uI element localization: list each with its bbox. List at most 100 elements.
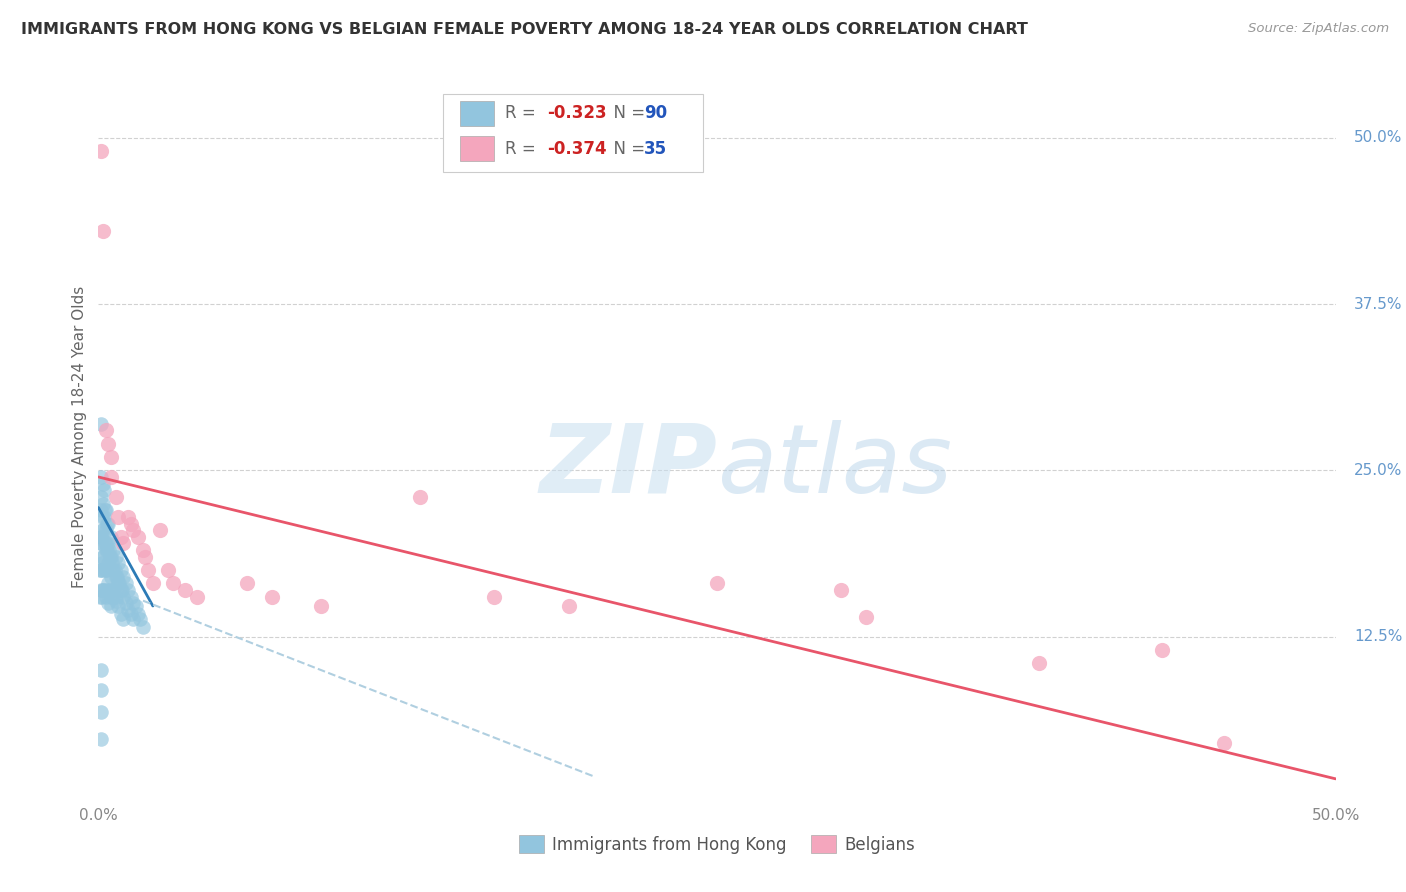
- Point: [90, 682, 112, 697]
- Point: [94, 503, 117, 517]
- Point: [103, 582, 125, 597]
- Point: [114, 596, 136, 610]
- Point: [156, 563, 179, 577]
- Text: 50.0%: 50.0%: [1354, 130, 1402, 145]
- Point: [104, 549, 127, 564]
- Text: -0.374: -0.374: [547, 140, 606, 158]
- Point: [104, 490, 127, 504]
- Point: [97, 596, 120, 610]
- Point: [97, 582, 120, 597]
- Point: [134, 549, 156, 564]
- Point: [104, 570, 127, 584]
- Point: [122, 523, 145, 537]
- Point: [93, 476, 115, 491]
- Point: [89, 563, 111, 577]
- Point: [93, 582, 115, 597]
- Point: [100, 470, 122, 484]
- Point: [97, 436, 120, 450]
- Point: [93, 503, 115, 517]
- Point: [120, 607, 142, 621]
- Point: [96, 516, 118, 531]
- Point: [93, 536, 115, 550]
- Point: [100, 570, 122, 584]
- Text: Source: ZipAtlas.com: Source: ZipAtlas.com: [1249, 22, 1389, 36]
- Point: [110, 582, 132, 597]
- Point: [236, 576, 259, 591]
- Point: [136, 563, 159, 577]
- Point: [91, 523, 114, 537]
- Point: [96, 536, 118, 550]
- Text: N =: N =: [603, 140, 651, 158]
- Point: [149, 523, 172, 537]
- Point: [112, 570, 135, 584]
- Point: [112, 612, 135, 626]
- Point: [90, 563, 112, 577]
- Point: [1213, 736, 1236, 750]
- Legend: Immigrants from Hong Kong, Belgians: Immigrants from Hong Kong, Belgians: [512, 829, 922, 860]
- Point: [107, 599, 129, 613]
- Point: [104, 590, 127, 604]
- Point: [132, 543, 155, 558]
- Point: [93, 224, 115, 238]
- Point: [117, 603, 139, 617]
- Point: [112, 536, 135, 550]
- Point: [93, 497, 115, 511]
- Point: [94, 590, 117, 604]
- Point: [127, 607, 149, 621]
- Point: [309, 599, 332, 613]
- Point: [105, 570, 128, 584]
- Point: [108, 576, 131, 591]
- Text: 37.5%: 37.5%: [1354, 297, 1402, 311]
- Point: [132, 620, 155, 634]
- Point: [122, 612, 145, 626]
- Point: [100, 530, 122, 544]
- Point: [830, 582, 852, 597]
- Point: [110, 530, 132, 544]
- Point: [91, 557, 114, 571]
- Point: [107, 509, 129, 524]
- Text: ZIP: ZIP: [538, 420, 717, 513]
- Point: [120, 516, 142, 531]
- Point: [94, 523, 117, 537]
- Point: [103, 590, 125, 604]
- Point: [111, 582, 134, 597]
- Point: [103, 563, 125, 577]
- Point: [706, 576, 728, 591]
- Point: [112, 590, 135, 604]
- Point: [90, 663, 112, 677]
- Point: [100, 549, 122, 564]
- Text: 35: 35: [644, 140, 666, 158]
- Point: [117, 509, 139, 524]
- Point: [90, 530, 112, 544]
- Point: [103, 563, 125, 577]
- Point: [124, 599, 146, 613]
- Text: R =: R =: [505, 140, 541, 158]
- Point: [557, 599, 579, 613]
- Text: R =: R =: [505, 104, 541, 122]
- Point: [100, 599, 122, 613]
- Point: [93, 523, 115, 537]
- Text: 25.0%: 25.0%: [1354, 463, 1402, 478]
- Point: [90, 144, 112, 158]
- Point: [94, 563, 117, 577]
- Point: [110, 607, 132, 621]
- Point: [90, 417, 112, 431]
- Point: [100, 582, 122, 597]
- Point: [100, 590, 122, 604]
- Point: [114, 576, 136, 591]
- Text: atlas: atlas: [717, 420, 952, 513]
- Point: [122, 596, 145, 610]
- Point: [117, 582, 139, 597]
- Point: [103, 543, 125, 558]
- Point: [90, 536, 112, 550]
- Text: 90: 90: [644, 104, 666, 122]
- Point: [97, 576, 120, 591]
- Point: [97, 516, 120, 531]
- Point: [90, 582, 112, 597]
- Point: [90, 706, 112, 720]
- Point: [94, 543, 117, 558]
- Text: IMMIGRANTS FROM HONG KONG VS BELGIAN FEMALE POVERTY AMONG 18-24 YEAR OLDS CORREL: IMMIGRANTS FROM HONG KONG VS BELGIAN FEM…: [21, 22, 1028, 37]
- Point: [98, 549, 121, 564]
- Point: [142, 576, 165, 591]
- Point: [107, 576, 129, 591]
